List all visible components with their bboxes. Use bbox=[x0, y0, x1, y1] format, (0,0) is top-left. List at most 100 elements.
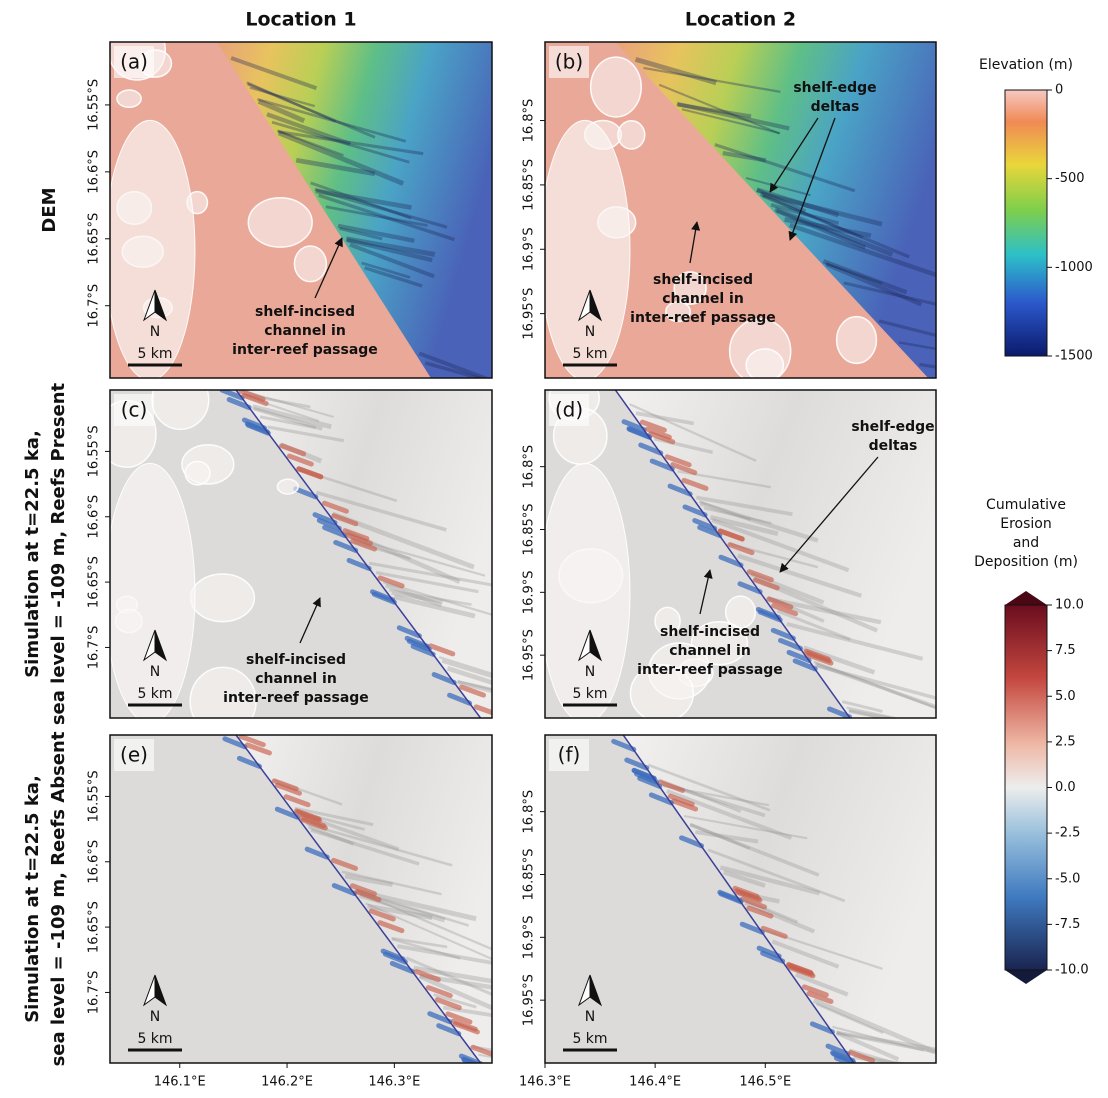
lat-tick-label: 16.85°S bbox=[522, 504, 537, 556]
slope-gully bbox=[789, 223, 936, 278]
slope-gully bbox=[898, 341, 936, 351]
sediment-streak bbox=[299, 815, 327, 829]
slope-gully bbox=[703, 506, 772, 525]
sediment-streak bbox=[681, 477, 709, 491]
sediment-streak bbox=[718, 891, 744, 905]
lat-tick-label: 16.9°S bbox=[522, 915, 537, 959]
slope-gully bbox=[365, 902, 492, 961]
reef bbox=[116, 89, 142, 109]
sediment-streak bbox=[621, 419, 647, 433]
slope-gully bbox=[878, 319, 936, 338]
reef bbox=[724, 595, 757, 629]
slope-gully bbox=[761, 194, 864, 239]
reef bbox=[545, 119, 631, 378]
slope-gully bbox=[433, 993, 477, 1009]
slope-gully bbox=[635, 411, 695, 426]
slope bbox=[216, 42, 492, 378]
sediment-streak bbox=[382, 951, 408, 965]
slope-gully bbox=[277, 129, 344, 157]
north-label: N bbox=[150, 1009, 160, 1025]
sediment-streak bbox=[667, 483, 693, 497]
slope-gully bbox=[776, 609, 851, 641]
annotation-arrow bbox=[299, 597, 321, 644]
lat-tick-label: 16.9°S bbox=[522, 227, 537, 271]
annotation-arrow bbox=[769, 117, 819, 193]
north-arrow-right bbox=[154, 629, 168, 662]
reef bbox=[629, 663, 694, 718]
panel-frame bbox=[544, 41, 937, 379]
map-panel: (e) N 5 km 16.55°S 16.6°S 16.65°S 16.7°S 146.1°… bbox=[87, 734, 493, 1090]
sediment-streak bbox=[732, 885, 760, 899]
annotation-arrow bbox=[699, 569, 713, 615]
sediment-streak bbox=[396, 625, 422, 639]
annotation: shelf-incised bbox=[660, 624, 760, 640]
reef bbox=[673, 271, 707, 306]
colorbar-tick-label: 7.5 bbox=[1055, 643, 1076, 658]
colorbar-tick-label: -2.5 bbox=[1055, 826, 1080, 841]
colorbar-extend-top bbox=[1005, 591, 1047, 605]
north-arrow-right bbox=[154, 289, 168, 322]
sediment-streak bbox=[293, 486, 319, 500]
slope-gully bbox=[306, 822, 453, 867]
slope-gully bbox=[677, 102, 752, 119]
annotation: shelf-incised bbox=[255, 304, 355, 320]
panel-label: (e) bbox=[120, 743, 148, 767]
sediment-streak bbox=[244, 742, 272, 756]
slope-gully bbox=[446, 666, 492, 686]
slope-gully bbox=[405, 956, 492, 997]
lat-tick-label: 16.7°S bbox=[87, 284, 102, 328]
sediment-streak bbox=[377, 575, 405, 589]
lat-tick-label: 16.6°S bbox=[87, 840, 102, 884]
slope-gully bbox=[246, 81, 337, 123]
slope-gully bbox=[756, 188, 807, 213]
slope-gully bbox=[719, 865, 821, 896]
sediment-streak bbox=[755, 606, 781, 620]
sediment-streak bbox=[459, 684, 487, 698]
scale-label: 5 km bbox=[137, 1031, 172, 1047]
sediment-streak bbox=[667, 793, 695, 807]
slope-gully bbox=[835, 1030, 900, 1062]
map-panel: (d) N 5 km shelf-edge deltas shelf-incised cha… bbox=[522, 389, 937, 719]
colorbar-tick-label: 10.0 bbox=[1055, 598, 1084, 613]
annotation: deltas bbox=[811, 99, 860, 115]
lat-tick-label: 16.85°S bbox=[522, 159, 537, 211]
column-title: Location 2 bbox=[685, 9, 796, 31]
colorbar-title: and bbox=[1013, 535, 1039, 551]
slope-gully bbox=[230, 56, 318, 91]
reef bbox=[110, 119, 196, 378]
slope-gully bbox=[413, 965, 492, 984]
panel-label: (a) bbox=[120, 50, 148, 74]
slope-gully bbox=[315, 490, 447, 532]
slope-gully bbox=[424, 361, 486, 378]
lat-tick-label: 16.8°S bbox=[522, 99, 537, 143]
sediment-streak bbox=[295, 809, 323, 823]
colorbar: Cumulative Erosion and Deposition (m) 10.0 7.… bbox=[974, 497, 1089, 984]
sediment-streak bbox=[241, 417, 267, 431]
slope-gully bbox=[647, 763, 771, 812]
sediment-streak bbox=[735, 889, 763, 903]
panel-label-box bbox=[114, 394, 154, 426]
sediment-streak bbox=[431, 672, 457, 686]
sediment-streak bbox=[413, 969, 441, 983]
panel-frame bbox=[109, 389, 493, 719]
lat-tick-label: 16.95°S bbox=[522, 288, 537, 340]
reef bbox=[276, 478, 299, 495]
north-arrow-right bbox=[589, 974, 603, 1007]
slope-gully bbox=[277, 130, 424, 156]
lon-tick-label: 146.3°E bbox=[368, 1075, 420, 1090]
sediment-streak bbox=[637, 775, 663, 789]
sediment-streak bbox=[371, 591, 397, 605]
row-label: Simulation at t=22.5 ka, bbox=[22, 775, 43, 1023]
colorbar-tick-label: -1000 bbox=[1055, 260, 1093, 275]
slope-gully bbox=[822, 259, 908, 295]
reef bbox=[151, 390, 210, 431]
slope-gully bbox=[393, 594, 476, 619]
annotation: inter-reef passage bbox=[637, 662, 783, 678]
slope-gully bbox=[391, 936, 448, 949]
sediment-streak bbox=[631, 768, 657, 782]
sediment-streak bbox=[345, 532, 373, 546]
row-label: sea level = -109 m, Reefs Present bbox=[48, 382, 69, 725]
sediment-streak bbox=[638, 442, 664, 456]
sediment-streak bbox=[377, 920, 405, 934]
sediment-streak bbox=[238, 390, 266, 402]
